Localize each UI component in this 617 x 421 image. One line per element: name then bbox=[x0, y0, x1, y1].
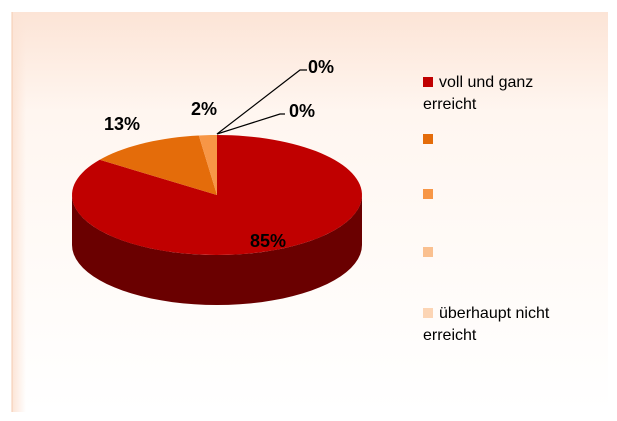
legend-swatch bbox=[423, 247, 433, 257]
pie-slice bbox=[198, 135, 217, 195]
leader-line bbox=[216, 113, 285, 135]
data-label: 2% bbox=[191, 99, 217, 119]
data-label: 0% bbox=[308, 57, 334, 77]
legend-item bbox=[423, 129, 563, 151]
legend-item: voll und ganz erreicht bbox=[423, 72, 563, 116]
legend-item: überhaupt nicht erreicht bbox=[423, 303, 563, 347]
pie-slice bbox=[99, 135, 217, 195]
leader-line bbox=[216, 69, 307, 135]
legend-swatch bbox=[423, 308, 433, 318]
data-label: 85% bbox=[250, 231, 286, 251]
data-label: 0% bbox=[289, 101, 315, 121]
legend-label: voll und ganz erreicht bbox=[423, 74, 534, 113]
pie-slice bbox=[72, 135, 362, 255]
pie-side bbox=[72, 195, 362, 305]
legend-item bbox=[423, 242, 563, 264]
legend-label: überhaupt nicht erreicht bbox=[423, 305, 550, 344]
chart-edge bbox=[12, 12, 26, 412]
legend-swatch bbox=[423, 77, 433, 87]
legend-swatch bbox=[423, 189, 433, 199]
legend-swatch bbox=[423, 134, 433, 144]
data-label: 13% bbox=[104, 114, 140, 134]
legend-item bbox=[423, 184, 563, 206]
